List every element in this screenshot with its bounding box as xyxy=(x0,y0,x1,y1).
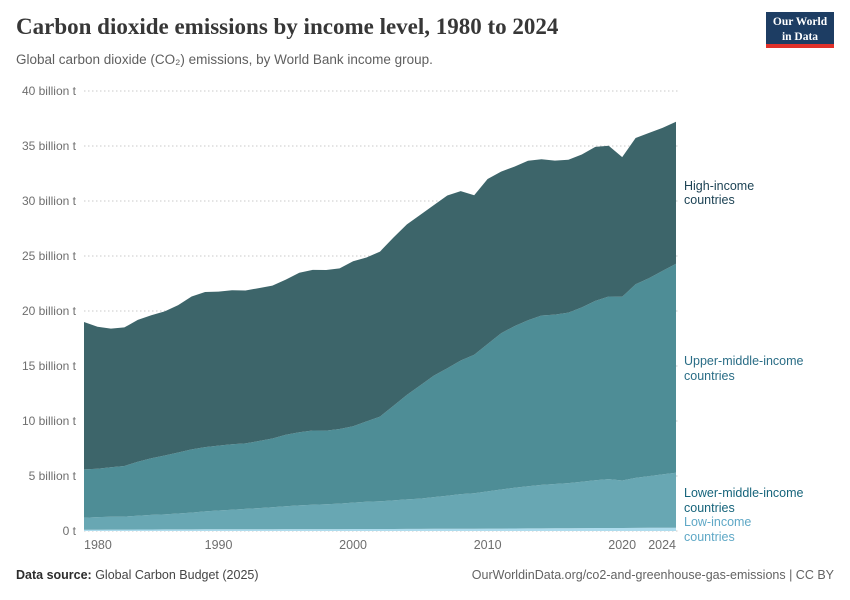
x-tick-label: 2024 xyxy=(648,538,676,552)
x-tick-label: 2020 xyxy=(608,538,636,552)
y-tick-label: 20 billion t xyxy=(22,304,77,318)
series-label-low-income: Low-income countries xyxy=(684,515,752,544)
x-tick-label: 1990 xyxy=(205,538,233,552)
page-title: Carbon dioxide emissions by income level… xyxy=(16,14,559,39)
footer-link[interactable]: OurWorldinData.org/co2-and-greenhouse-ga… xyxy=(471,568,834,582)
data-source-text: Global Carbon Budget (2025) xyxy=(91,568,259,582)
area-low-income[interactable] xyxy=(84,527,676,531)
x-tick-label: 2010 xyxy=(474,538,502,552)
area-lower-middle-income[interactable] xyxy=(84,472,676,530)
chart-subtitle: Global carbon dioxide (CO₂) emissions, b… xyxy=(16,52,433,67)
y-tick-label: 0 t xyxy=(63,524,77,538)
series-label-lower-middle-income: Lower-middle-income countries xyxy=(684,486,804,515)
x-tick-label: 1980 xyxy=(84,538,112,552)
y-tick-label: 10 billion t xyxy=(22,414,77,428)
series-label-high-income: High-income countries xyxy=(684,178,755,208)
y-tick-label: 25 billion t xyxy=(22,249,77,263)
logo-line2: in Data xyxy=(781,30,819,43)
logo-line1: Our World xyxy=(772,16,828,28)
y-tick-label: 5 billion t xyxy=(29,469,77,483)
x-tick-label: 2000 xyxy=(339,538,367,552)
area-high-income[interactable] xyxy=(84,121,676,470)
y-tick-label: 15 billion t xyxy=(22,359,77,373)
y-tick-label: 30 billion t xyxy=(22,194,77,208)
owid-logo[interactable]: Our World in Data xyxy=(766,12,834,48)
series-label-upper-middle-income: Upper-middle-income countries xyxy=(684,354,804,383)
y-tick-label: 40 billion t xyxy=(22,84,77,98)
area-upper-middle-income[interactable] xyxy=(84,263,676,518)
data-source: Data source: Global Carbon Budget (2025) xyxy=(16,568,259,582)
data-source-label: Data source: xyxy=(16,568,92,582)
y-tick-label: 35 billion t xyxy=(22,139,77,153)
